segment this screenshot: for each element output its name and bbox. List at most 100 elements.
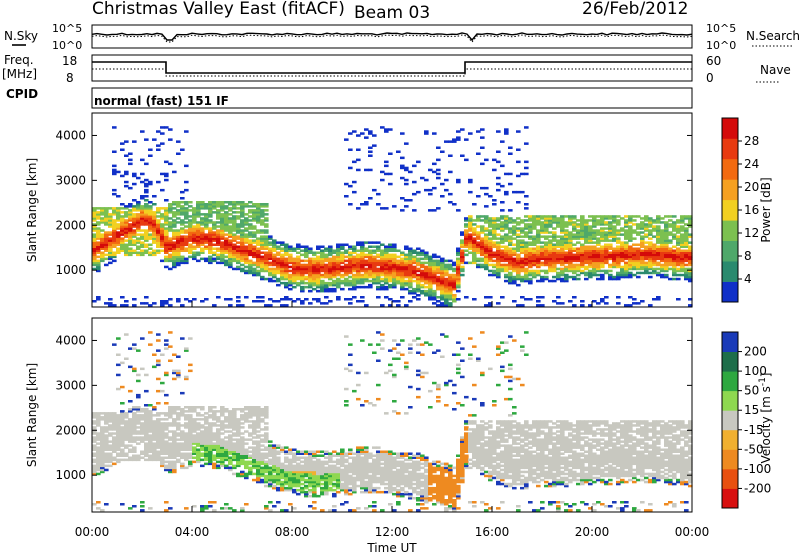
power-cell: [96, 207, 101, 210]
power-cell: [188, 243, 193, 246]
power-cell: [216, 243, 221, 246]
power-cell: [516, 304, 521, 307]
power-cell: [488, 304, 493, 307]
power-cell: [412, 271, 417, 275]
power-cell: [136, 205, 141, 208]
velocity-cell: [152, 446, 157, 449]
power-cell: [120, 243, 125, 246]
power-cell: [192, 298, 197, 301]
power-cell: [180, 261, 185, 265]
power-cell: [596, 237, 601, 240]
power-cell: [168, 211, 173, 214]
power-cell: [144, 219, 149, 222]
power-cell: [248, 239, 253, 242]
velocity-cell: [216, 440, 221, 443]
power-cell: [660, 217, 665, 220]
velocity-cell: [152, 430, 157, 433]
power-cell: [504, 227, 509, 230]
power-cell: [532, 223, 537, 226]
power-cell: [580, 249, 585, 252]
power-cell: [680, 257, 685, 261]
power-cell: [484, 255, 489, 259]
power-cell: [116, 233, 121, 236]
power-cell: [464, 237, 469, 240]
power-cell: [688, 245, 693, 248]
power-cell: [336, 257, 341, 261]
power-cell: [524, 275, 529, 279]
power-cell: [384, 251, 389, 254]
power-cell: [288, 287, 293, 291]
velocity-cell: [240, 416, 245, 419]
power-cell: [612, 251, 617, 254]
power-cell: [140, 237, 145, 240]
power-cell: [672, 215, 677, 218]
velocity-cell: [100, 444, 105, 447]
power-cell: [180, 229, 185, 232]
power-cell: [516, 201, 521, 204]
velocity-cell: [100, 446, 105, 449]
velocity-cell: [136, 458, 141, 462]
power-cell: [460, 267, 465, 271]
power-cell: [440, 150, 445, 153]
power-cell: [368, 146, 373, 149]
power-cell: [172, 243, 177, 246]
power-cell: [496, 259, 501, 263]
power-cell: [268, 257, 273, 261]
power-cell: [124, 223, 129, 226]
power-cell: [556, 277, 561, 281]
power-cell: [208, 241, 213, 244]
power-cell: [568, 237, 573, 240]
power-cell: [572, 227, 577, 230]
power-cell: [548, 247, 553, 250]
power-cell: [168, 249, 173, 252]
power-cell: [500, 253, 505, 257]
velocity-cell: [208, 448, 213, 451]
power-cell: [400, 281, 405, 285]
power-cell: [216, 215, 221, 218]
power-cell: [236, 237, 241, 240]
power-cell: [96, 243, 101, 246]
power-cell: [612, 265, 617, 269]
velocity-cell: [248, 432, 253, 435]
power-cell: [100, 257, 105, 261]
velocity-cell: [104, 458, 109, 462]
power-cell: [164, 239, 169, 242]
power-cell: [460, 243, 465, 246]
power-cell: [164, 245, 169, 248]
power-cell: [388, 182, 393, 186]
power-cell: [212, 253, 217, 257]
velocity-cell: [232, 414, 237, 417]
power-cell: [300, 273, 305, 277]
power-cell: [128, 203, 133, 206]
velocity-cell: [144, 418, 149, 421]
power-cell: [276, 267, 281, 271]
power-cell: [460, 249, 465, 252]
power-cell: [124, 225, 129, 228]
power-cell: [620, 233, 625, 236]
power-cell: [132, 231, 137, 234]
power-cell: [680, 273, 685, 277]
power-cell: [568, 233, 573, 236]
velocity-cell: [172, 440, 177, 443]
power-cell: [688, 263, 693, 267]
power-cell: [380, 259, 385, 263]
power-cell: [120, 221, 125, 224]
power-cell: [168, 237, 173, 240]
power-cell: [160, 239, 165, 242]
power-cell: [172, 207, 177, 210]
power-cell: [548, 241, 553, 244]
power-cell: [112, 219, 117, 222]
power-cell: [388, 245, 393, 248]
power-cell: [356, 275, 361, 279]
velocity-cell: [208, 505, 213, 508]
power-cell: [192, 255, 197, 259]
power-cell: [92, 223, 97, 226]
power-cell: [244, 269, 249, 273]
velocity-cell: [132, 430, 137, 433]
power-cell: [440, 285, 445, 289]
power-cell: [240, 223, 245, 226]
velocity-cell: [248, 420, 253, 423]
power-cell: [448, 281, 453, 285]
power-cell: [220, 261, 225, 265]
power-cell: [404, 271, 409, 275]
